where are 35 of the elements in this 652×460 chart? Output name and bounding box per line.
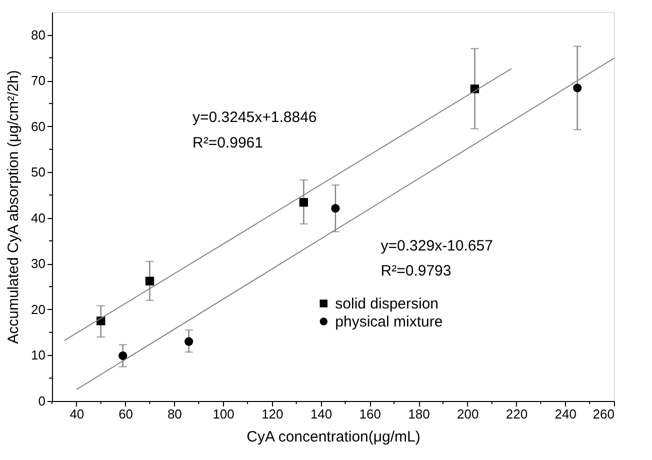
x-tick-label: 120 xyxy=(262,406,284,422)
x-tick-label: 100 xyxy=(212,406,234,422)
y-tick-label: 30 xyxy=(31,256,46,272)
legend-label: solid dispersion xyxy=(335,295,439,312)
y-tick-label: 60 xyxy=(31,118,46,134)
y-tick-label: 70 xyxy=(31,73,46,88)
annotation: R²=0.9961 xyxy=(192,134,263,152)
annotation: y=0.3245x+1.8846 xyxy=(192,109,317,126)
x-axis-title: CyA concentration(μg/mL) xyxy=(246,428,420,446)
point xyxy=(184,337,194,346)
annotation: R²=0.9793 xyxy=(380,262,452,280)
x-tick-label: 40 xyxy=(70,406,84,422)
x-tick-label: 260 xyxy=(592,406,614,422)
y-tick-label: 20 xyxy=(31,302,46,317)
x-tick-label: 220 xyxy=(506,406,528,422)
x-tick-label: 200 xyxy=(457,406,479,422)
point xyxy=(145,276,154,286)
y-axis-title: Accumulated CyA absorption (μg/cm²/2h) xyxy=(5,70,22,344)
annotation: y=0.329x-10.657 xyxy=(380,237,493,254)
legend-label: physical mixture xyxy=(335,313,443,330)
point xyxy=(573,84,582,92)
x-tick-label: 240 xyxy=(554,406,576,422)
point xyxy=(331,204,340,213)
point xyxy=(118,351,128,360)
y-tick-label: 0 xyxy=(38,394,46,408)
point xyxy=(299,198,308,207)
x-tick-label: 80 xyxy=(167,406,182,422)
x-tick-label: 180 xyxy=(408,406,430,422)
x-tick-label: 160 xyxy=(359,406,382,422)
y-tick-label: 80 xyxy=(31,27,46,42)
x-tick-label: 140 xyxy=(310,406,332,422)
y-tick-label: 40 xyxy=(31,210,46,226)
y-tick-label: 50 xyxy=(31,164,46,180)
y-tick-label: 10 xyxy=(31,348,46,363)
x-tick-label: 60 xyxy=(118,406,134,422)
